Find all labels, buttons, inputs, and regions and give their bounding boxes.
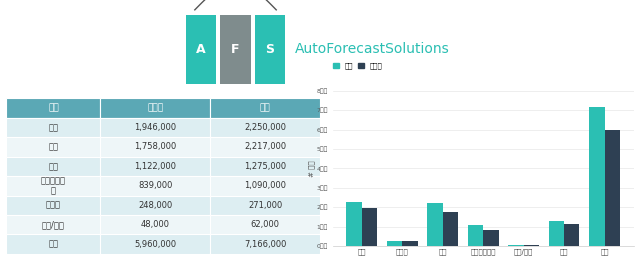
Bar bbox=[6, 137, 100, 157]
Bar bbox=[210, 118, 320, 137]
Text: 1,090,000: 1,090,000 bbox=[244, 181, 286, 190]
Text: 2,250,000: 2,250,000 bbox=[244, 123, 286, 132]
Bar bbox=[6, 157, 100, 176]
Text: 5,960,000: 5,960,000 bbox=[134, 240, 177, 249]
Text: 1,946,000: 1,946,000 bbox=[134, 123, 177, 132]
Text: 预计: 预计 bbox=[260, 104, 271, 113]
Text: 已宣布: 已宣布 bbox=[147, 104, 163, 113]
Legend: 预计, 已宣布: 预计, 已宣布 bbox=[330, 60, 385, 72]
Text: 271,000: 271,000 bbox=[248, 201, 282, 210]
Bar bbox=[564, 224, 579, 246]
Bar bbox=[346, 202, 362, 246]
Bar bbox=[6, 118, 100, 137]
Bar bbox=[210, 176, 320, 196]
Bar bbox=[210, 98, 320, 118]
Text: 中东/非洲: 中东/非洲 bbox=[42, 220, 65, 229]
Bar bbox=[210, 157, 320, 176]
Text: AutoForecastSolutions: AutoForecastSolutions bbox=[295, 42, 450, 56]
Bar bbox=[186, 15, 216, 84]
Text: 中国: 中国 bbox=[49, 162, 58, 171]
Bar bbox=[6, 98, 100, 118]
Text: 欧洲: 欧洲 bbox=[49, 142, 58, 152]
Text: 亚洲其他地
区: 亚洲其他地 区 bbox=[41, 176, 66, 196]
Y-axis label: # 百万: # 百万 bbox=[308, 160, 315, 177]
Bar bbox=[100, 98, 210, 118]
Text: F: F bbox=[231, 43, 240, 56]
Bar bbox=[362, 208, 377, 246]
Bar bbox=[100, 137, 210, 157]
Bar bbox=[6, 196, 100, 215]
Bar bbox=[100, 234, 210, 254]
Bar bbox=[6, 176, 100, 196]
Bar bbox=[100, 196, 210, 215]
Text: A: A bbox=[196, 43, 206, 56]
Text: 839,000: 839,000 bbox=[138, 181, 173, 190]
Bar bbox=[589, 107, 605, 246]
Text: 48,000: 48,000 bbox=[141, 220, 170, 229]
Bar bbox=[100, 157, 210, 176]
Bar bbox=[403, 241, 418, 246]
Bar bbox=[548, 221, 564, 246]
Text: 248,000: 248,000 bbox=[138, 201, 173, 210]
Bar bbox=[210, 137, 320, 157]
Bar bbox=[255, 15, 285, 84]
Text: 北美: 北美 bbox=[49, 123, 58, 132]
Text: 总计: 总计 bbox=[49, 240, 58, 249]
Text: 南美洲: 南美洲 bbox=[46, 201, 61, 210]
Text: 2,217,000: 2,217,000 bbox=[244, 142, 286, 152]
Text: 62,000: 62,000 bbox=[251, 220, 280, 229]
Text: 7,166,000: 7,166,000 bbox=[244, 240, 286, 249]
Bar bbox=[100, 176, 210, 196]
Text: 1,122,000: 1,122,000 bbox=[134, 162, 177, 171]
Bar bbox=[100, 215, 210, 234]
Text: 1,275,000: 1,275,000 bbox=[244, 162, 286, 171]
Bar bbox=[210, 196, 320, 215]
Bar bbox=[100, 118, 210, 137]
Bar bbox=[483, 230, 499, 246]
Bar bbox=[468, 225, 483, 246]
Bar bbox=[443, 212, 458, 246]
Bar bbox=[210, 234, 320, 254]
Bar bbox=[605, 130, 620, 246]
Bar bbox=[428, 203, 443, 246]
Bar bbox=[387, 241, 403, 246]
Text: 地区: 地区 bbox=[48, 104, 59, 113]
Bar bbox=[220, 15, 251, 84]
Bar bbox=[6, 234, 100, 254]
Bar bbox=[508, 245, 524, 246]
Text: 1,758,000: 1,758,000 bbox=[134, 142, 177, 152]
Bar bbox=[524, 245, 539, 246]
Text: S: S bbox=[266, 43, 275, 56]
Bar bbox=[6, 215, 100, 234]
Bar bbox=[210, 215, 320, 234]
